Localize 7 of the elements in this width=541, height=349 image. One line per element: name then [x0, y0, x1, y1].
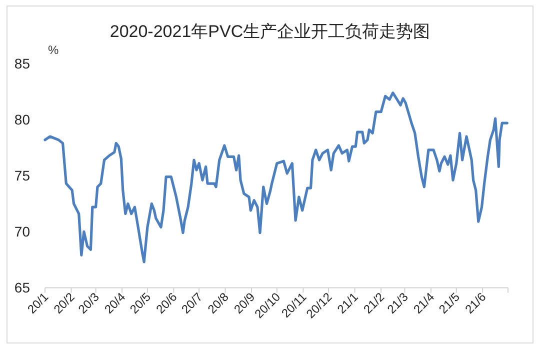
y-tick-label: 70 — [14, 224, 30, 240]
y-tick-label: 85 — [14, 56, 30, 72]
y-tick-label: 80 — [14, 112, 30, 128]
y-tick-label: 75 — [14, 168, 30, 184]
chart-title: 2020-2021年PVC生产企业开工负荷走势图 — [110, 22, 430, 41]
y-tick-label: 65 — [14, 280, 30, 296]
y-axis-title: % — [48, 43, 59, 57]
